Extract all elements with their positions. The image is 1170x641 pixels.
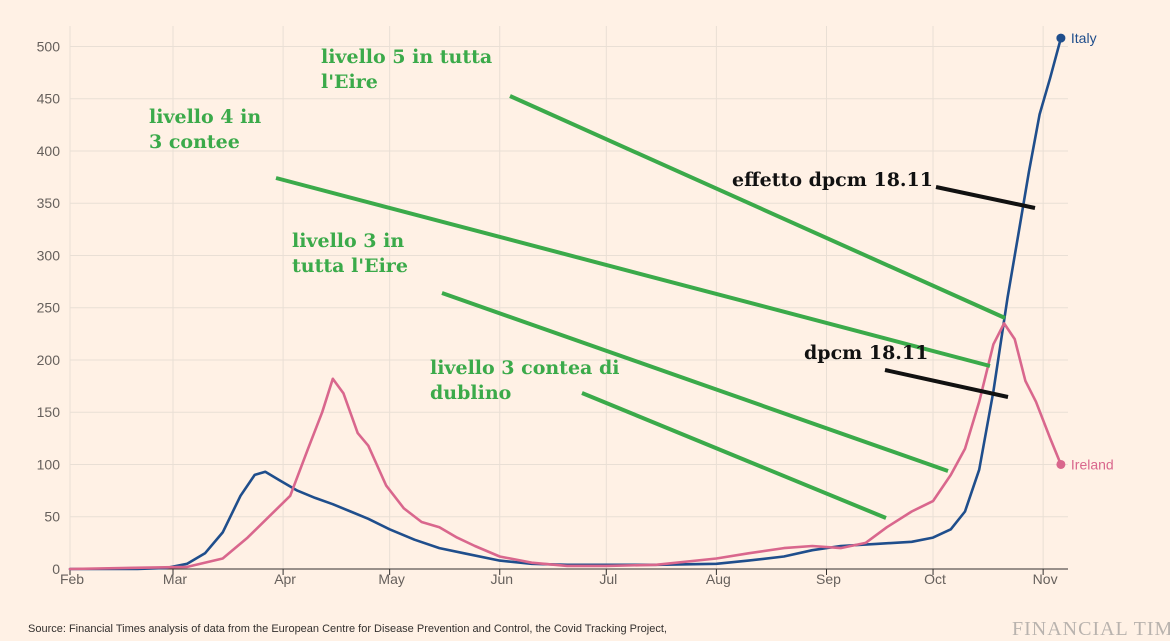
x-tick-label: Feb xyxy=(60,571,84,587)
x-tick-label: Oct xyxy=(924,571,946,587)
pointer-dpcm xyxy=(884,368,1009,399)
y-tick-label: 300 xyxy=(37,247,61,263)
annotation-livello3-dublino: livello 3 contea di dublino xyxy=(430,357,626,404)
source-note: Source: Financial Times analysis of data… xyxy=(28,623,667,635)
x-tick-label: Jul xyxy=(599,571,617,587)
brand-logo-text: FINANCIAL TIM xyxy=(1012,618,1170,640)
x-tick-label: Aug xyxy=(706,571,731,587)
y-tick-label: 200 xyxy=(37,352,61,368)
x-tick-label: Apr xyxy=(274,571,296,587)
annotation-livello5: livello 5 in tutta l'Eire xyxy=(321,46,499,93)
annotation-effetto-dpcm: effetto dpcm 18.11 xyxy=(732,169,933,191)
y-tick-label: 450 xyxy=(37,91,61,107)
pointer-livello4 xyxy=(275,176,991,368)
pointer-effetto-dpcm xyxy=(935,185,1036,210)
x-tick-label: May xyxy=(378,571,404,587)
y-tick-label: 50 xyxy=(44,509,60,525)
pointer-livello3-dublino xyxy=(581,391,887,520)
y-tick-label: 250 xyxy=(37,300,61,316)
series-label-italy: Italy xyxy=(1071,30,1097,46)
axes: 0 50 100 150 200 250 300 350 400 450 500 Feb Mar Apr M… xyxy=(37,38,1068,587)
y-tick-label: 100 xyxy=(37,456,61,472)
y-tick-label: 150 xyxy=(37,404,61,420)
x-tick-label: Mar xyxy=(163,571,187,587)
pointer-livello3-eire xyxy=(441,291,949,473)
y-tick-label: 0 xyxy=(52,561,60,577)
x-tick-label: Nov xyxy=(1033,571,1058,587)
annotation-livello4: livello 4 in 3 contee xyxy=(149,106,268,153)
annotation-pointers xyxy=(275,94,1036,520)
y-tick-label: 400 xyxy=(37,143,61,159)
italy-end-marker xyxy=(1056,33,1066,43)
x-tick-label: Jun xyxy=(490,571,513,587)
series-label-ireland: Ireland xyxy=(1071,456,1114,472)
annotation-dpcm: dpcm 18.11 xyxy=(804,342,928,364)
annotation-livello3-eire: livello 3 in tutta l'Eire xyxy=(292,230,411,277)
y-tick-label: 350 xyxy=(37,195,61,211)
x-tick-label: Sep xyxy=(816,571,841,587)
pointer-livello5 xyxy=(509,94,1006,320)
y-tick-label: 500 xyxy=(37,38,61,54)
ireland-end-marker xyxy=(1056,459,1066,469)
